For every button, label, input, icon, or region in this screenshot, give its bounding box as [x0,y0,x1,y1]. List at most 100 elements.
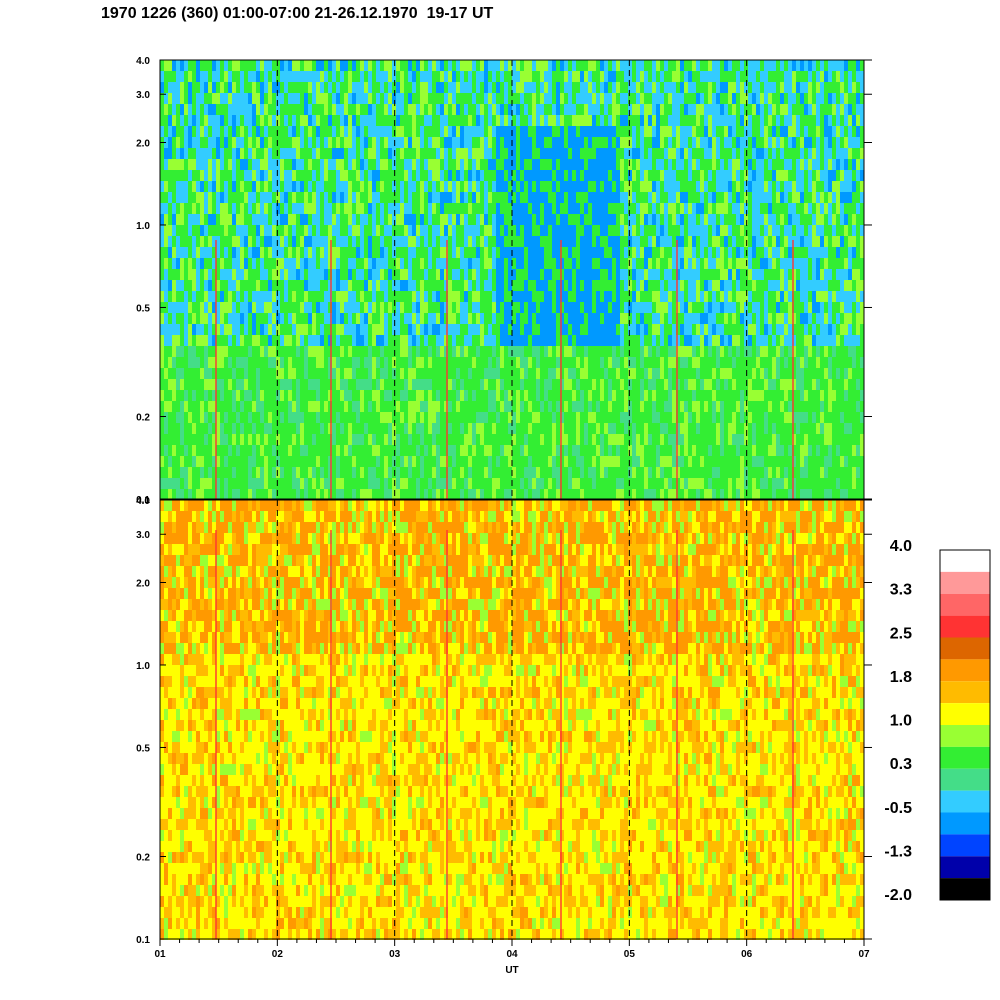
heatmap-cell [560,60,564,71]
heatmap-cell [220,280,224,291]
heatmap-cell [316,137,320,148]
heatmap-cell [540,82,544,93]
heatmap-cell [240,368,244,379]
heatmap-cell [320,170,324,181]
heatmap-cell [268,93,272,104]
heatmap-cell [576,390,580,401]
heatmap-cell [208,324,212,335]
heatmap-cell [444,115,448,126]
heatmap-cell [464,346,468,357]
heatmap-cell [216,346,220,357]
heatmap-cell [496,456,500,467]
heatmap-cell [528,60,532,71]
heatmap-cell [504,423,508,434]
heatmap-cell [208,434,212,445]
heatmap-cell [168,104,172,115]
heatmap-cell [292,247,296,258]
heatmap-cell [556,291,560,302]
heatmap-cell [448,214,452,225]
heatmap-cell [652,313,656,324]
heatmap-cell [408,478,412,489]
heatmap-cell [220,225,224,236]
heatmap-cell [636,335,640,346]
heatmap-cell [340,126,344,137]
heatmap-cell [192,192,196,203]
heatmap-cell [160,412,164,423]
heatmap-cell [192,82,196,93]
heatmap-cell [404,148,408,159]
heatmap-cell [652,236,656,247]
heatmap-cell [216,71,220,82]
heatmap-cell [468,203,472,214]
heatmap-cell [584,335,588,346]
heatmap-cell [236,269,240,280]
heatmap-cell [620,489,624,500]
heatmap-cell [420,368,424,379]
heatmap-cell [572,126,576,137]
heatmap-cell [432,104,436,115]
heatmap-cell [368,148,372,159]
heatmap-cell [424,379,428,390]
heatmap-cell [376,412,380,423]
heatmap-cell [584,214,588,225]
heatmap-cell [384,456,388,467]
heatmap-cell [412,214,416,225]
heatmap-cell [504,137,508,148]
heatmap-cell [612,225,616,236]
heatmap-cell [492,379,496,390]
heatmap-cell [280,368,284,379]
heatmap-cell [524,170,528,181]
heatmap-cell [260,236,264,247]
heatmap-cell [504,456,508,467]
heatmap-cell [620,434,624,445]
heatmap-cell [240,192,244,203]
heatmap-cell [416,379,420,390]
heatmap-cell [332,467,336,478]
heatmap-cell [536,280,540,291]
heatmap-cell [416,137,420,148]
heatmap-cell [544,203,548,214]
heatmap-cell [292,60,296,71]
heatmap-cell [252,104,256,115]
heatmap-cell [376,489,380,500]
heatmap-cell [528,291,532,302]
heatmap-cell [532,82,536,93]
heatmap-cell [372,148,376,159]
heatmap-cell [368,368,372,379]
heatmap-cell [576,324,580,335]
heatmap-cell [524,390,528,401]
heatmap-cell [620,93,624,104]
heatmap-cell [268,412,272,423]
heatmap-cell [324,335,328,346]
heatmap-cell [168,148,172,159]
heatmap-cell [592,192,596,203]
heatmap-cell [556,269,560,280]
heatmap-cell [580,390,584,401]
heatmap-cell [428,170,432,181]
heatmap-cell [624,148,628,159]
heatmap-cell [216,137,220,148]
heatmap-cell [520,357,524,368]
heatmap-cell [540,126,544,137]
heatmap-cell [176,291,180,302]
heatmap-cell [240,236,244,247]
heatmap-cell [404,434,408,445]
heatmap-cell [172,379,176,390]
heatmap-cell [184,368,188,379]
heatmap-cell [252,445,256,456]
heatmap-cell [516,445,520,456]
heatmap-cell [344,159,348,170]
heatmap-cell [472,137,476,148]
heatmap-cell [392,335,396,346]
heatmap-cell [204,115,208,126]
heatmap-cell [192,225,196,236]
heatmap-cell [652,258,656,269]
heatmap-cell [656,159,660,170]
heatmap-cell [480,368,484,379]
heatmap-cell [524,434,528,445]
heatmap-cell [652,302,656,313]
heatmap-cell [208,115,212,126]
heatmap-cell [416,236,420,247]
heatmap-cell [180,313,184,324]
heatmap-cell [272,181,276,192]
